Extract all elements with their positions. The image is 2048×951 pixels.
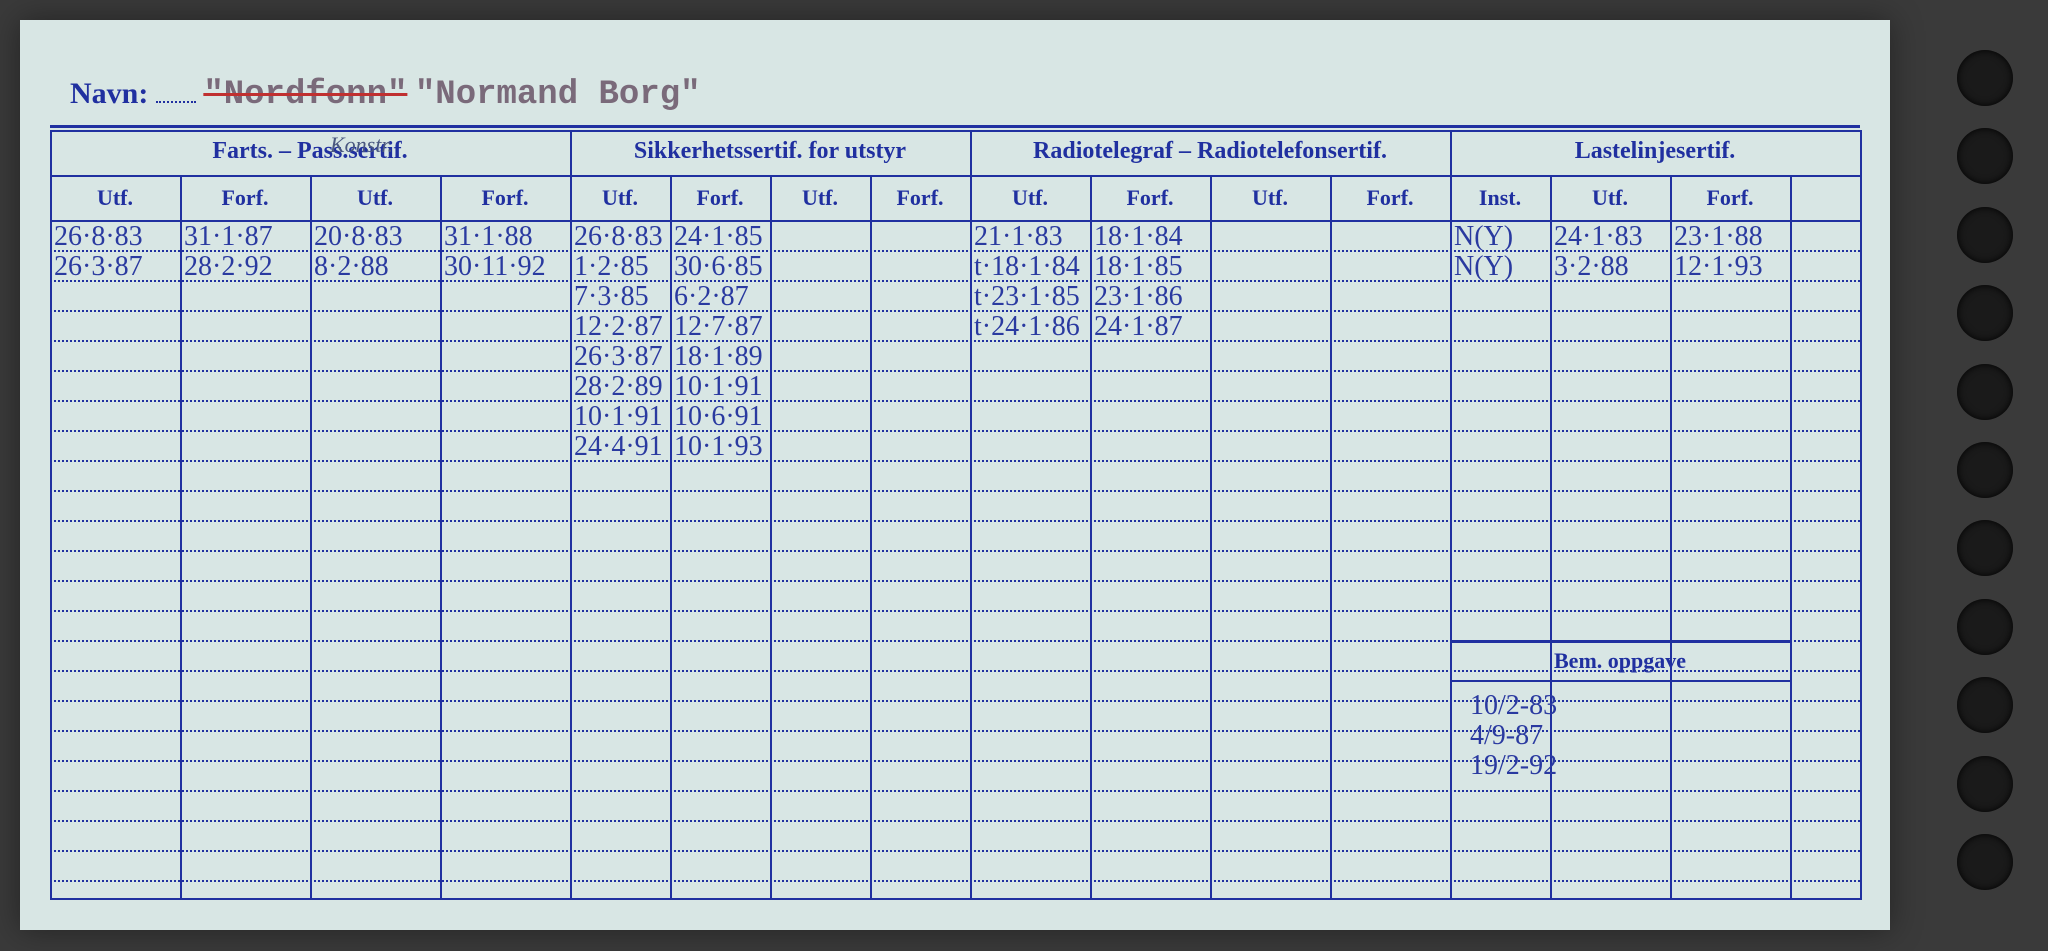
handwritten-cell: 18·1·84 — [1094, 221, 1183, 253]
handwritten-cell: 24·4·91 — [574, 431, 663, 463]
handwritten-cell: N(Y) — [1454, 221, 1513, 253]
hole — [1957, 520, 2013, 576]
handwritten-cell: 3·2·88 — [1554, 251, 1629, 283]
top-rule — [50, 125, 1860, 128]
bem-entry: 4/9-87 — [1470, 720, 1543, 752]
old-ship-name: "Nordfonn" — [203, 76, 407, 114]
dotted-leader — [156, 75, 196, 103]
ledger-card: Navn: "Nordfonn" "Normand Borg" Farts. –… — [20, 20, 1890, 930]
hole — [1957, 207, 2013, 263]
hole — [1957, 50, 2013, 106]
handwritten-cell: t·18·1·84 — [974, 251, 1080, 283]
handwritten-cell: 7·3·85 — [574, 281, 649, 313]
sub-header: Utf. — [770, 185, 870, 211]
new-ship-name: "Normand Borg" — [415, 76, 701, 114]
handwritten-cell: 23·1·88 — [1674, 221, 1763, 253]
handwritten-cell: 31·1·87 — [184, 221, 273, 253]
sub-header: Utf. — [310, 185, 440, 211]
sub-header: Forf. — [180, 185, 310, 211]
handwritten-cell: 12·1·93 — [1674, 251, 1763, 283]
handwritten-cell: 20·8·83 — [314, 221, 403, 253]
handwritten-cell: 30·11·92 — [444, 251, 546, 283]
navn-label: Navn: — [70, 77, 148, 110]
handwritten-cell: 26·3·87 — [54, 251, 143, 283]
bem-entry: 19/2-92 — [1470, 750, 1557, 782]
handwritten-cell: 6·2·87 — [674, 281, 749, 313]
sub-header: Forf. — [670, 185, 770, 211]
sub-header: Utf. — [1210, 185, 1330, 211]
handwritten-cell: t·23·1·85 — [974, 281, 1080, 313]
handwritten-cell: 1·2·85 — [574, 251, 649, 283]
handwritten-cell: 10·1·91 — [574, 401, 663, 433]
handwritten-cell: 28·2·92 — [184, 251, 273, 283]
hole — [1957, 677, 2013, 733]
handwritten-cell: 24·1·83 — [1554, 221, 1643, 253]
sub-header: Forf. — [1090, 185, 1210, 211]
bem-label: Bem. oppgave — [1450, 648, 1790, 674]
handwritten-cell: 26·8·83 — [54, 221, 143, 253]
group-header: Radiotelegraf – Radiotelefonsertif. — [970, 138, 1450, 165]
group-header: Lastelinjesertif. — [1450, 138, 1860, 165]
sub-header: Utf. — [970, 185, 1090, 211]
handwritten-cell: 24·1·85 — [674, 221, 763, 253]
handwritten-cell: 18·1·89 — [674, 341, 763, 373]
handwritten-cell: t·24·1·86 — [974, 311, 1080, 343]
hole — [1957, 442, 2013, 498]
sub-header: Forf. — [1670, 185, 1790, 211]
hole — [1957, 364, 2013, 420]
hole — [1957, 834, 2013, 890]
handwritten-cell: 26·3·87 — [574, 341, 663, 373]
handwritten-cell: N(Y) — [1454, 251, 1513, 283]
handwritten-cell: 18·1·85 — [1094, 251, 1183, 283]
handwritten-cell: 10·6·91 — [674, 401, 763, 433]
sub-header: Utf. — [570, 185, 670, 211]
sub-header: Utf. — [1550, 185, 1670, 211]
sub-header: Inst. — [1450, 185, 1550, 211]
handwritten-cell: 23·1·86 — [1094, 281, 1183, 313]
navn-row: Navn: "Nordfonn" "Normand Borg" — [70, 75, 701, 114]
binder-holes — [1950, 30, 2020, 920]
handwritten-cell: 21·1·83 — [974, 221, 1063, 253]
handwritten-cell: 10·1·91 — [674, 371, 763, 403]
handwritten-cell: 24·1·87 — [1094, 311, 1183, 343]
sub-header: Forf. — [870, 185, 970, 211]
hole — [1957, 599, 2013, 655]
ledger-grid: Farts. – Pass.sertif.Sikkerhetssertif. f… — [50, 130, 1860, 900]
group-header: Sikkerhetssertif. for utstyr — [570, 138, 970, 165]
pencil-annotation: Konstr. — [330, 132, 393, 158]
hole — [1957, 756, 2013, 812]
handwritten-cell: 12·7·87 — [674, 311, 763, 343]
handwritten-cell: 28·2·89 — [574, 371, 663, 403]
group-header: Farts. – Pass.sertif. — [50, 138, 570, 165]
sub-header: Forf. — [440, 185, 570, 211]
handwritten-cell: 26·8·83 — [574, 221, 663, 253]
handwritten-cell: 10·1·93 — [674, 431, 763, 463]
handwritten-cell: 30·6·85 — [674, 251, 763, 283]
sub-header: Utf. — [50, 185, 180, 211]
bem-entry: 10/2-83 — [1470, 690, 1557, 722]
sub-header: Forf. — [1330, 185, 1450, 211]
handwritten-cell: 12·2·87 — [574, 311, 663, 343]
handwritten-cell: 8·2·88 — [314, 251, 389, 283]
hole — [1957, 285, 2013, 341]
hole — [1957, 128, 2013, 184]
handwritten-cell: 31·1·88 — [444, 221, 533, 253]
